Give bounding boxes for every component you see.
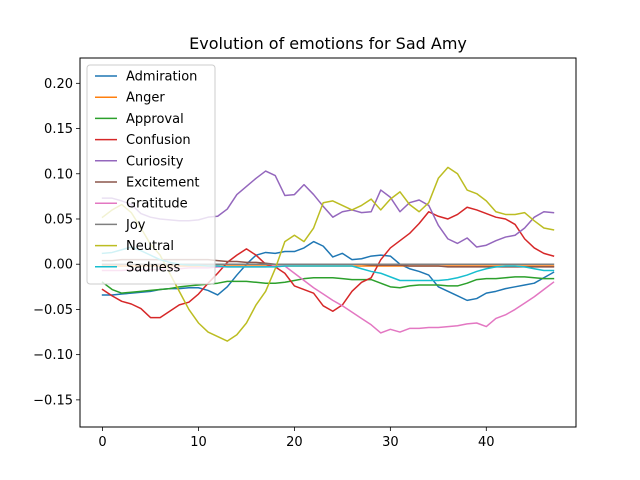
y-tick-label: 0.10 (44, 167, 73, 182)
legend-label-approval: Approval (126, 112, 184, 127)
y-tick-label: 0.05 (44, 212, 73, 227)
series-line-neutral (101, 166, 555, 342)
legend: Admiration Anger Approval Confusion Curiosit… (86, 64, 216, 285)
y-tick-label: 0.00 (44, 258, 73, 273)
x-tick-label: 10 (190, 435, 207, 450)
legend-label-excitement: Excitement (126, 176, 200, 191)
x-tick-label: 40 (478, 435, 495, 450)
legend-label-sadness: Sadness (126, 260, 180, 275)
x-tick-label: 30 (382, 435, 399, 450)
legend-label-joy: Joy (125, 218, 146, 233)
y-tick-label: 0.20 (44, 77, 73, 92)
y-tick-label: 0.15 (44, 122, 73, 137)
plot-frame (79, 57, 577, 428)
y-tick-label: −0.15 (33, 393, 73, 408)
legend-label-neutral: Neutral (126, 239, 174, 254)
series-line-confusion (101, 206, 555, 319)
x-tick-label: 20 (286, 435, 303, 450)
legend-label-curiosity: Curiosity (126, 154, 184, 169)
chart-title: Evolution of emotions for Sad Amy (189, 34, 467, 53)
y-tick-label: −0.05 (33, 303, 73, 318)
legend-label-admiration: Admiration (126, 70, 197, 85)
x-axis: 0 10 20 30 40 (98, 427, 495, 450)
legend-label-confusion: Confusion (126, 133, 191, 148)
legend-label-gratitude: Gratitude (126, 197, 188, 212)
legend-box (86, 64, 216, 285)
y-tick-label: −0.10 (33, 348, 73, 363)
x-tick-label: 0 (98, 435, 106, 450)
legend-label-anger: Anger (126, 91, 165, 106)
y-axis: −0.15 −0.10 −0.05 0.00 0.05 0.10 0.15 0.20 (33, 77, 80, 408)
